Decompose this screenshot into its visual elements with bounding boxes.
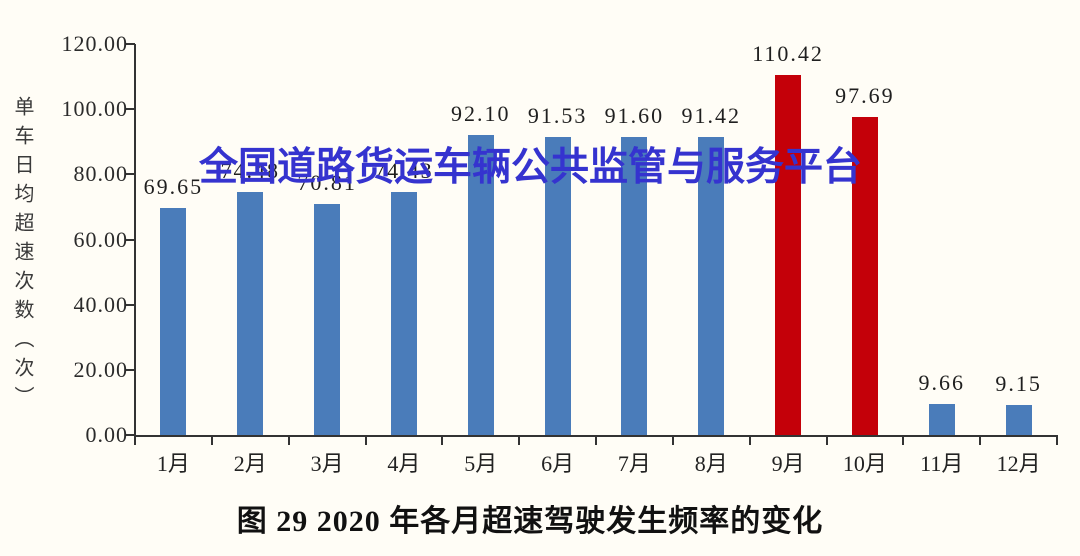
x-axis-tick (671, 436, 674, 445)
x-axis-tick (979, 436, 982, 445)
bar-9月 (775, 75, 802, 435)
x-axis-tick (287, 436, 290, 445)
bar-4月 (390, 192, 417, 435)
x-category-label: 9月 (771, 451, 805, 476)
x-axis-tick (902, 436, 905, 445)
x-category-label: 10月 (842, 451, 887, 476)
x-axis-tick (210, 436, 213, 445)
bar-value-label: 97.69 (835, 82, 895, 108)
figure-caption: 图 29 2020 年各月超速驾驶发生频率的变化 (236, 505, 824, 538)
bar-10月 (851, 116, 878, 435)
x-axis-tick (595, 436, 597, 445)
x-axis-tick (1056, 436, 1058, 445)
x-category-label: 5月 (464, 451, 498, 476)
y-axis-tick (126, 238, 135, 241)
bar-value-label: 74.48 (220, 158, 280, 184)
bar-11月 (928, 403, 955, 435)
y-tick-label: 20.00 (73, 356, 128, 382)
bar-3月 (314, 204, 341, 435)
bar-12月 (1005, 405, 1032, 435)
bar-6月 (544, 136, 571, 435)
x-axis-tick (825, 436, 828, 445)
y-axis-tick (126, 303, 135, 306)
x-axis-tick (748, 436, 751, 445)
y-tick-label: 120.00 (61, 31, 128, 56)
bar-value-label: 74.43 (374, 158, 434, 184)
bar-value-label: 92.10 (451, 100, 511, 126)
x-category-label: 2月 (233, 451, 267, 476)
x-category-label: 11月 (920, 451, 964, 476)
bar-value-label: 9.15 (995, 371, 1042, 397)
x-axis-tick (441, 436, 444, 445)
y-tick-label: 100.00 (61, 96, 128, 122)
y-axis-tick (126, 434, 135, 436)
x-category-label: 7月 (617, 451, 651, 476)
x-category-label: 6月 (541, 451, 575, 476)
bar-value-label: 91.53 (527, 102, 588, 128)
y-tick-label: 0.00 (85, 422, 128, 447)
bar-value-label: 91.60 (604, 102, 665, 128)
y-axis-tick (126, 173, 135, 176)
y-axis-tick (126, 368, 135, 371)
y-axis-tick (126, 108, 135, 111)
y-tick-label: 40.00 (73, 291, 128, 317)
x-category-label: 3月 (310, 451, 344, 476)
x-axis-tick (134, 436, 136, 445)
x-category-label: 12月 (996, 451, 1041, 476)
y-tick-label: 60.00 (73, 226, 128, 252)
bar-1月 (160, 208, 187, 435)
bar-value-label: 91.42 (681, 103, 741, 129)
x-category-label: 8月 (694, 451, 728, 476)
bar-7月 (621, 136, 648, 435)
bar-value-label: 110.42 (752, 41, 824, 67)
bar-value-label: 9.66 (918, 369, 965, 395)
x-axis-tick (364, 436, 367, 445)
y-axis-tick (126, 43, 135, 45)
watermark-overlay: 全国道路货运车辆公共监管与服务平台 (199, 146, 863, 189)
y-axis-line (134, 44, 136, 436)
x-axis-tick (518, 436, 521, 445)
x-category-label: 1月 (156, 451, 190, 476)
bar-8月 (698, 137, 725, 435)
x-category-label: 4月 (387, 451, 421, 476)
bar-value-label: 70.81 (297, 170, 357, 196)
bar-2月 (237, 192, 264, 435)
y-axis-title: 单车日均超速次数（次） (11, 96, 33, 415)
bar-value-label: 69.65 (143, 174, 204, 200)
bar-5月 (467, 134, 494, 435)
y-tick-label: 80.00 (73, 161, 128, 187)
